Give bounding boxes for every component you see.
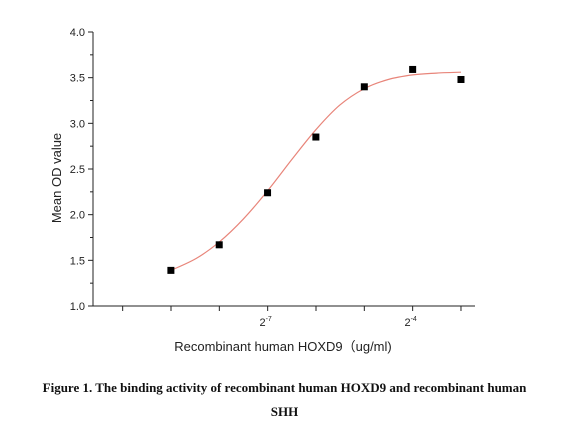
data-point xyxy=(215,241,223,249)
y-tick-label: 3.0 xyxy=(70,118,85,130)
x-tick-label: 2-4 xyxy=(404,316,416,329)
y-axis: 1.0 1.5 2.0 2.5 3.0 3.5 4.0 xyxy=(70,27,94,313)
figure-caption-line-2: SHH xyxy=(270,404,299,419)
fit-curve-layer xyxy=(170,71,462,271)
x-axis: 2-7 2-4 xyxy=(93,305,475,329)
binding-activity-chart: 1.0 1.5 2.0 2.5 3.0 3.5 4.0 2-7 2-4 Mean OD val… xyxy=(49,27,475,354)
data-point xyxy=(457,75,465,83)
y-tick-label: 1.5 xyxy=(70,255,85,267)
data-point xyxy=(312,133,320,141)
y-tick-label: 2.0 xyxy=(70,210,85,222)
data-point xyxy=(360,83,368,91)
fit-curve xyxy=(170,71,462,271)
figure-caption-line-1: Figure 1. The binding activity of recomb… xyxy=(42,380,527,395)
data-point xyxy=(264,189,272,197)
data-point xyxy=(409,65,417,73)
data-points-layer xyxy=(167,65,465,274)
y-tick-label: 2.5 xyxy=(70,164,85,176)
x-tick-label: 2-7 xyxy=(259,316,271,329)
y-tick-label: 4.0 xyxy=(70,27,85,39)
y-tick-label: 1.0 xyxy=(70,301,85,313)
x-axis-title: Recombinant human HOXD9（ug/ml) xyxy=(174,339,391,354)
y-axis-title: Mean OD value xyxy=(49,133,64,223)
y-tick-label: 3.5 xyxy=(70,73,85,85)
data-point xyxy=(167,266,175,274)
